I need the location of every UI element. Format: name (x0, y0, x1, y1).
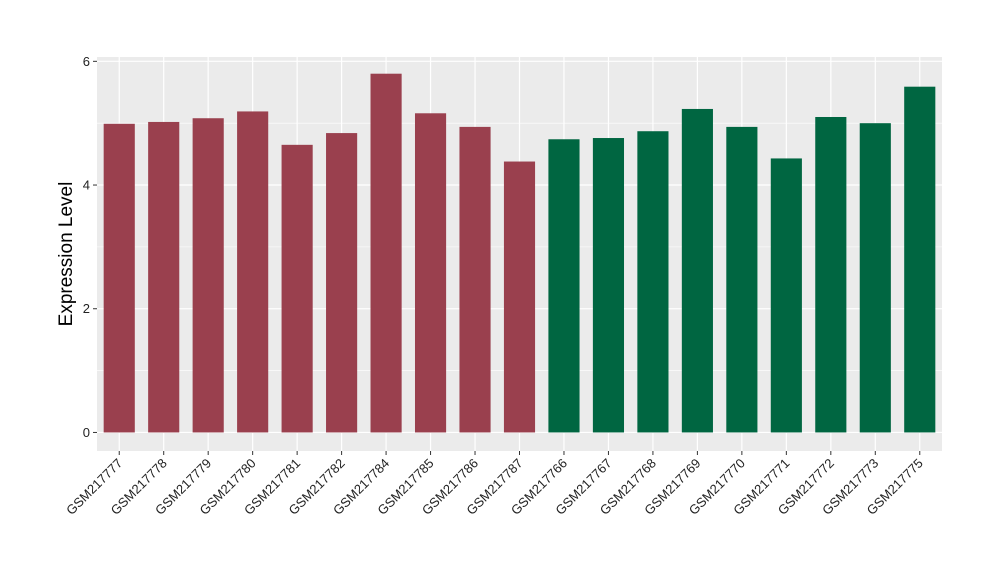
bar-GSM217768 (637, 131, 669, 433)
bar-GSM217767 (592, 138, 625, 433)
bar-GSM217771 (770, 158, 802, 433)
y-axis: 0 2 4 6 (83, 54, 97, 440)
bar-GSM217782 (326, 133, 358, 433)
bar-GSM217766 (548, 139, 580, 433)
bar-GSM217781 (281, 144, 313, 433)
y-axis-label: Expression Level (56, 182, 77, 327)
y-tick-label: 2 (83, 301, 90, 316)
bars (103, 73, 936, 433)
x-axis: GSM217777GSM217778GSM217779GSM217780GSM2… (63, 451, 926, 518)
bar-GSM217787 (503, 161, 536, 433)
bar-GSM217769 (681, 108, 713, 433)
bar-GSM217770 (726, 126, 758, 433)
bar-GSM217773 (859, 123, 891, 433)
bar-GSM217785 (414, 113, 447, 433)
bar-GSM217775 (904, 86, 936, 433)
y-tick-label: 6 (83, 54, 90, 69)
bar-GSM217786 (459, 126, 491, 433)
y-tick-label: 0 (83, 425, 90, 440)
bar-GSM217778 (148, 121, 180, 433)
bar-GSM217772 (815, 116, 847, 433)
bar-GSM217777 (103, 123, 135, 433)
bar-GSM217780 (237, 111, 269, 433)
bar-GSM217779 (192, 118, 224, 433)
bar-GSM217784 (370, 73, 402, 433)
y-tick-label: 4 (83, 178, 90, 193)
